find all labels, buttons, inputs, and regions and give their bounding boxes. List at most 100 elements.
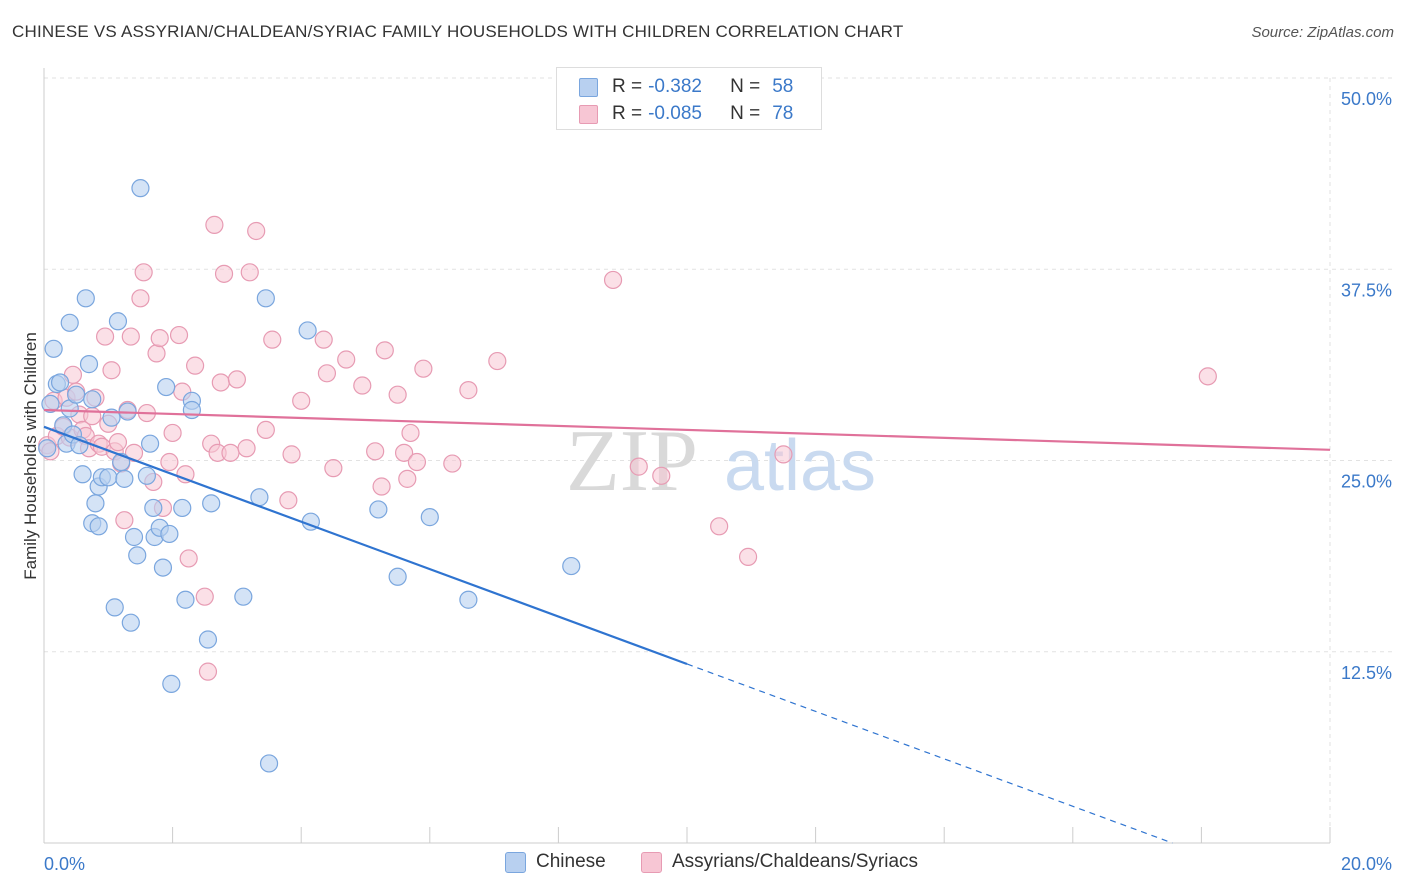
x-tick-label: 0.0% xyxy=(44,854,85,874)
y-tick-label: 37.5% xyxy=(1341,280,1392,300)
chinese-point xyxy=(76,289,95,308)
chinese-point xyxy=(202,494,221,513)
chinese-point xyxy=(562,556,581,576)
assyrian-point xyxy=(198,662,218,681)
assyrian-point xyxy=(134,263,153,282)
chart-title: CHINESE VS ASSYRIAN/CHALDEAN/SYRIAC FAMI… xyxy=(12,22,904,41)
r-value: -0.382 xyxy=(648,76,702,97)
chinese-point xyxy=(137,466,156,485)
n-value: 78 xyxy=(772,103,794,124)
trend-lines xyxy=(43,408,1331,844)
chinese-trend-line-extension xyxy=(686,663,1173,844)
assyrian-point xyxy=(186,356,205,375)
assyrian-point xyxy=(388,385,407,404)
chinese-point xyxy=(182,400,201,420)
legend-item-assyrian[interactable]: Assyrians/Chaldeans/Syriacs xyxy=(641,851,918,873)
assyrian-point xyxy=(150,329,169,348)
assyrian-point xyxy=(629,457,648,476)
assyrian-point xyxy=(353,376,372,395)
x-tick-label: 20.0% xyxy=(1341,854,1392,874)
assyrian-legend-swatch xyxy=(641,851,662,873)
n-label: N = xyxy=(730,103,761,124)
assyrian-point xyxy=(147,344,166,363)
assyrian-point xyxy=(443,454,462,473)
chinese-point xyxy=(259,754,279,773)
chinese-point xyxy=(176,590,195,609)
assyrian-point xyxy=(375,341,394,360)
assyrian-point xyxy=(398,469,417,488)
assyrian-point xyxy=(279,491,298,510)
chinese-point xyxy=(157,377,176,397)
assyrian-point xyxy=(163,423,182,443)
chinese-point xyxy=(67,385,86,404)
assyrian-point xyxy=(83,407,102,426)
assyrian-point xyxy=(131,289,150,308)
assyrian-point xyxy=(394,443,414,462)
legend-item-chinese[interactable]: Chinese xyxy=(505,851,606,873)
assyrian-point xyxy=(121,327,140,346)
chinese-point xyxy=(160,524,179,544)
chinese-point xyxy=(234,587,253,606)
chinese-point xyxy=(83,390,102,409)
chinese-point xyxy=(60,313,79,332)
assyrian-point xyxy=(401,423,420,443)
assyrian-point xyxy=(337,350,356,369)
assyrian-point xyxy=(179,549,198,568)
assyrian-point xyxy=(124,443,144,462)
r-label: R = xyxy=(612,103,643,124)
assyrian-point xyxy=(256,420,275,439)
assyrian-point xyxy=(108,433,128,452)
r-value: -0.085 xyxy=(648,103,702,124)
chinese-point xyxy=(459,590,478,609)
chinese-trend-line xyxy=(43,425,688,666)
assyrian-point xyxy=(292,391,311,410)
assyrian-point xyxy=(710,517,729,536)
chinese-point xyxy=(89,517,108,536)
y-tick-label: 50.0% xyxy=(1341,89,1392,109)
assyrian-point xyxy=(160,452,179,472)
legend-label: Chinese xyxy=(536,851,606,872)
assyrian-point xyxy=(317,364,337,383)
chinese-point xyxy=(162,674,181,693)
chinese-point xyxy=(140,434,160,453)
chinese-point xyxy=(420,508,439,527)
assyrian-point xyxy=(459,381,478,400)
watermark-atlas: atlas xyxy=(724,426,876,506)
r-label: R = xyxy=(612,76,643,97)
assyrian-point xyxy=(488,351,507,371)
assyrian-point xyxy=(263,330,282,349)
chinese-point xyxy=(121,613,140,632)
chinese-point xyxy=(198,630,218,649)
chinese-point xyxy=(128,546,147,565)
y-tick-label: 12.5% xyxy=(1341,663,1392,683)
assyrian-point xyxy=(282,445,301,464)
n-value: 58 xyxy=(772,76,794,97)
chinese-point xyxy=(144,498,163,518)
assyrian-point xyxy=(227,370,246,389)
chinese-point xyxy=(256,289,275,308)
chinese-point xyxy=(50,373,70,392)
chinese-swatch xyxy=(579,77,598,97)
chinese-point xyxy=(124,527,144,547)
stats-row-chinese: R = -0.382 N = 58 xyxy=(579,74,793,100)
chinese-point xyxy=(131,179,150,198)
assyrian-point xyxy=(414,359,433,378)
legend-label: Assyrians/Chaldeans/Syriacs xyxy=(672,851,919,872)
chinese-point xyxy=(108,312,128,331)
chinese-legend-swatch xyxy=(505,851,526,873)
assyrian-point xyxy=(240,263,259,282)
chinese-point xyxy=(86,494,105,513)
assyrian-point xyxy=(221,443,240,462)
assyrian-point xyxy=(324,459,343,478)
chinese-point xyxy=(173,498,192,518)
assyrian-point xyxy=(205,215,224,234)
y-tick-label: 25.0% xyxy=(1341,472,1392,492)
chinese-point xyxy=(73,465,92,484)
chinese-point xyxy=(102,408,121,427)
assyrian-point xyxy=(115,511,134,530)
series-chinese-points xyxy=(38,179,581,773)
assyrian-point xyxy=(366,442,385,461)
gridlines xyxy=(44,77,1392,843)
axis-labels: 12.5% 25.0% 37.5% 50.0% 0.0% 20.0% Family Hous… xyxy=(21,89,1392,874)
assyrian-point xyxy=(774,445,793,464)
